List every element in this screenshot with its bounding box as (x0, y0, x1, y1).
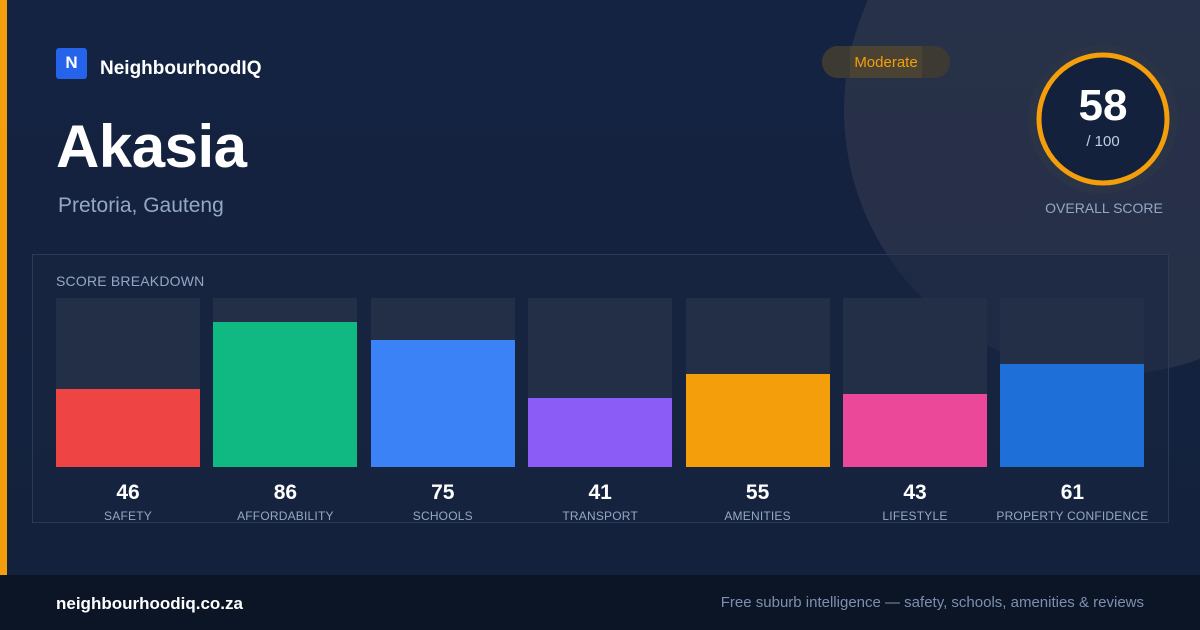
accent-bar (0, 0, 7, 575)
score-bar-track (685, 298, 830, 467)
hero-section: N NeighbourhoodIQ Akasia Pretoria, Gaute… (0, 0, 1200, 575)
score-bar-track (843, 298, 987, 467)
score-bar-label: SAFETY (104, 509, 152, 523)
score-bar-fill (528, 397, 673, 467)
score-bar-value: 75 (431, 481, 455, 504)
overall-score-max: / 100 (1086, 133, 1120, 150)
score-bar-lifestyle: 43 LIFESTYLE (843, 298, 987, 523)
suburb-title: Akasia (56, 113, 247, 180)
score-bar-track (370, 298, 515, 467)
score-bar-label: SCHOOLS (412, 509, 473, 523)
footer: neighbourhoodiq.co.za Free suburb intell… (0, 575, 1200, 630)
score-bar-fill (56, 389, 200, 467)
score-bar-label: PROPERTY CONFIDENCE (996, 509, 1149, 523)
score-bar-fill (370, 340, 515, 467)
score-bar-transport: 41 TRANSPORT (528, 298, 673, 523)
score-bar-label: AMENITIES (724, 509, 791, 523)
score-bar-value: 55 (745, 481, 770, 504)
score-bar-amenities: 55 AMENITIES (685, 298, 830, 523)
brand[interactable]: N NeighbourhoodIQ (56, 46, 261, 80)
score-bar-label: AFFORDABILITY (237, 509, 334, 523)
suburb-location: Pretoria, Gauteng (58, 194, 224, 217)
score-bar-track (213, 298, 358, 467)
score-ring-arc (1036, 52, 1170, 186)
brand-logo-icon: N (56, 47, 87, 79)
overall-score-value: 58 (1078, 81, 1128, 130)
rating-badge-label: Moderate (854, 53, 918, 71)
score-bar-value: 86 (273, 481, 298, 504)
score-bar-track (56, 298, 200, 467)
score-bar-schools: 75 SCHOOLS (370, 298, 515, 523)
score-bar-safety: 46 SAFETY (56, 298, 200, 523)
score-bar-property-confidence: 61 PROPERTY CONFIDENCE (996, 298, 1148, 523)
score-bar-track (528, 298, 673, 467)
score-bar-fill (213, 321, 358, 467)
score-bar-label: TRANSPORT (562, 509, 638, 523)
score-bar-affordability: 86 AFFORDABILITY (213, 298, 358, 523)
overall-score-caption: OVERALL SCORE (1045, 200, 1163, 216)
score-bar-value: 41 (588, 481, 612, 504)
overall-score-ring: 58 / 100 (1028, 44, 1178, 194)
score-breakdown-title: SCORE BREAKDOWN (56, 273, 205, 289)
score-bar-value: 46 (116, 481, 140, 504)
rating-badge: Moderate (822, 46, 950, 78)
score-bar-fill (843, 394, 987, 467)
brand-name: NeighbourhoodIQ (100, 58, 262, 79)
score-bar-track (1000, 298, 1145, 467)
score-ring-graphic (1028, 44, 1178, 194)
score-bar-label: LIFESTYLE (882, 509, 948, 523)
score-breakdown-panel: SCORE BREAKDOWN 46 SAFETY 86 AFFORDABILITY 7… (32, 254, 1169, 523)
footer-tagline: Free suburb intelligence — safety, schoo… (720, 594, 1144, 611)
footer-url-link[interactable]: neighbourhoodiq.co.za (56, 594, 243, 613)
score-bar-fill (1000, 363, 1145, 467)
score-bar-fill (685, 374, 830, 467)
score-breakdown-bars: 46 SAFETY 86 AFFORDABILITY 75 SCHOOLS 41 TRANSP… (56, 298, 1148, 523)
score-bar-value: 61 (1060, 481, 1085, 504)
score-bar-value: 43 (903, 481, 927, 504)
